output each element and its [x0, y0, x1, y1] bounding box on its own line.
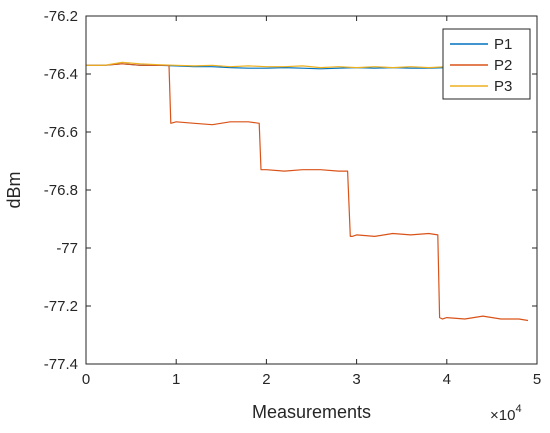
series-line-p2 — [86, 63, 529, 322]
x-axis-exponent-power: 4 — [515, 403, 521, 415]
y-tick-label: -76.8 — [44, 182, 78, 199]
x-tick-label: 1 — [172, 371, 180, 388]
y-tick-label: -77.4 — [44, 356, 78, 373]
y-axis-label: dBm — [4, 171, 24, 208]
label-layer: Measurements dBm ×104 — [4, 171, 522, 424]
legend-label-p1: P1 — [494, 36, 512, 53]
legend-box — [442, 28, 531, 100]
y-tick-label: -76.6 — [44, 124, 78, 141]
y-tick-label: -77 — [56, 240, 78, 257]
axis-layer: 0 1 2 3 4 5 -77.4 -77.2 -77 -76.8 -76.6 -76.4 -76.2 — [44, 8, 541, 388]
x-tick-label: 4 — [443, 371, 451, 388]
y-tick-label: -76.2 — [44, 8, 78, 25]
x-tick-label: 5 — [533, 371, 541, 388]
x-axis-exponent: ×104 — [490, 403, 522, 424]
y-tick-label: -76.4 — [44, 66, 78, 83]
x-tick-label: 0 — [82, 371, 90, 388]
x-tick-label: 2 — [262, 371, 270, 388]
legend-label-p3: P3 — [494, 78, 512, 95]
x-tick-label: 3 — [352, 371, 360, 388]
x-axis-exponent-base: ×10 — [490, 407, 515, 424]
y-tick-label: -77.2 — [44, 298, 78, 315]
x-axis-label: Measurements — [252, 402, 371, 422]
legend: P1 P2 P3 — [442, 28, 531, 100]
legend-label-p2: P2 — [494, 57, 512, 74]
